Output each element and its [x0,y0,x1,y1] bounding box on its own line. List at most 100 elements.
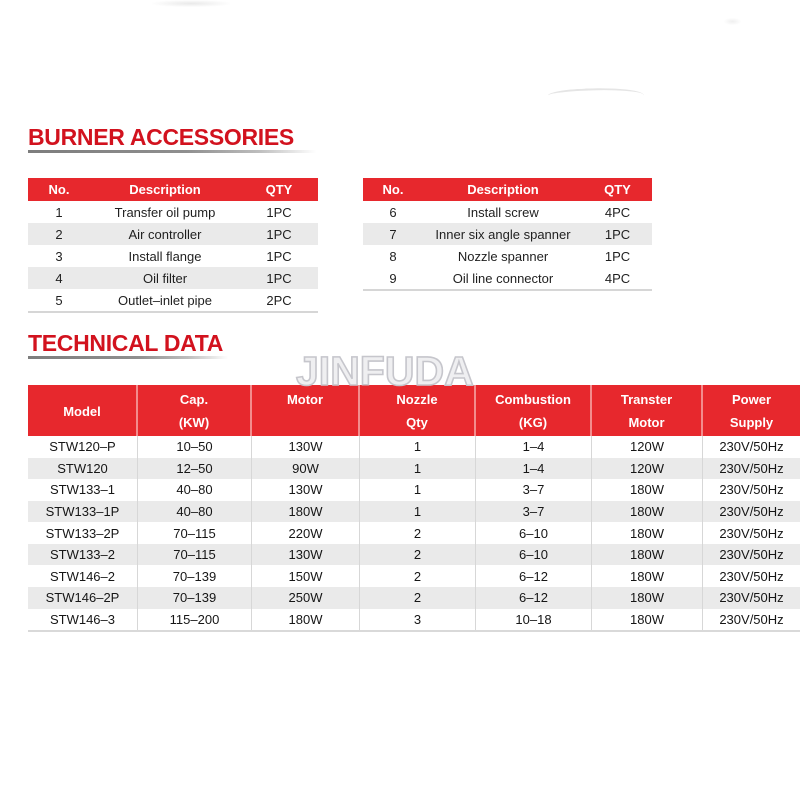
table-row: 4 Oil filter 1PC [28,267,318,289]
header-line1: Transter [620,392,673,407]
header-line1: Motor [286,392,324,407]
technical-header-cell: Motor [252,385,360,436]
technical-cell: 230V/50Hz [719,547,784,563]
accessories-cell: Install screw [467,204,539,220]
technical-cell: STW133–2 [28,543,138,566]
header-line1: Nozzle [396,392,438,407]
technical-cell: 230V/50Hz [719,482,784,498]
technical-data-title: TECHNICAL DATA [28,330,224,356]
accessories-cell: 5 [55,292,63,308]
accessories-cell: 2 [55,226,63,242]
accessories-cell: 3 [55,248,63,264]
technical-cell: 130W [252,436,360,458]
technical-cell: 120W [592,436,703,458]
technical-cell: 6–10 [476,543,592,566]
technical-cell: STW146–3 [28,608,138,631]
table-row: STW133–2 70–115 130W 2 6–10 180W 230V/50Hz [28,543,800,566]
accessories-header-cell: Description [129,182,201,197]
technical-cell: 180W [592,479,703,501]
header-line1: Power [731,392,771,407]
technical-cell: 2 [360,522,476,544]
technical-cell: 1 [360,500,476,523]
accessories-cell: Inner six angle spanner [435,226,571,242]
table-row: STW120–P 10–50 130W 1 1–4 120W 230V/50Hz [28,436,800,458]
table-bottom-border [28,311,318,313]
technical-cell: 230V/50Hz [719,568,784,584]
technical-cell: 1–4 [476,436,592,458]
accessories-cell: 1 [55,204,63,220]
technical-cell: STW133–1P [28,500,138,523]
header-line1: Cap. [179,392,209,407]
accessories-cell: 4 [55,270,63,286]
technical-cell: 70–139 [138,586,252,609]
technical-cell: 3–7 [476,479,592,501]
technical-cell: 70–115 [138,522,252,544]
header-line2: (KG) [518,415,548,430]
technical-cell: 250W [252,586,360,609]
technical-cell: STW146–2P [28,586,138,609]
table-row: STW146–3 115–200 180W 3 10–18 180W 230V/50Hz [28,608,800,631]
accessories-cell: Air controller [128,226,202,242]
technical-header-cell: Combustion (KG) [476,385,592,436]
header-line2: Qty [406,415,428,430]
table-row: STW133–1 40–80 130W 1 3–7 180W 230V/50Hz [28,479,800,501]
accessories-header-row: No. Description QTY [363,178,652,201]
header-line2: Supply [729,415,774,430]
accessories-header-cell: No. [48,182,70,197]
header-line1: Model [63,403,101,419]
technical-cell: STW120–P [28,436,138,458]
header-line2: Motor [628,415,665,430]
technical-cell: 230V/50Hz [719,525,784,541]
technical-table-body: STW120–P 10–50 130W 1 1–4 120W 230V/50Hz STW120… [28,436,800,632]
technical-cell: 1–4 [476,457,592,480]
header-line1: Combustion [495,392,571,407]
technical-cell: 230V/50Hz [719,503,784,519]
burner-accessories-title: BURNER ACCESSORIES [28,124,294,150]
technical-cell: 2 [360,586,476,609]
technical-cell: STW133–1 [28,479,138,501]
table-row: 1 Transfer oil pump 1PC [28,201,318,223]
accessories-table-left: No. Description QTY 1 Transfer oil pump 1PC 2 A… [28,178,318,313]
technical-cell: 2 [360,565,476,587]
table-row: STW146–2P 70–139 250W 2 6–12 180W 230V/50Hz [28,586,800,609]
technical-data-table: Model Cap. (KW) Motor Nozzle Qty Combustion (KG… [28,385,800,632]
technical-cell: 1 [360,436,476,458]
technical-cell: 180W [252,608,360,631]
technical-cell: 180W [592,565,703,587]
table-row: STW133–1P 40–80 180W 1 3–7 180W 230V/50Hz [28,500,800,523]
technical-cell: 180W [592,522,703,544]
technical-cell: 70–139 [138,565,252,587]
accessories-cell: 7 [389,226,397,242]
table-row: 9 Oil line connector 4PC [363,267,652,289]
accessories-header-cell: QTY [265,182,293,197]
accessories-cell: 4PC [604,204,631,220]
technical-cell: 6–10 [476,522,592,544]
technical-cell: 230V/50Hz [719,460,784,476]
accessories-cell: Oil filter [142,270,188,286]
burner-title-underline [28,150,316,153]
accessories-cell: 6 [389,204,397,220]
technical-cell: STW133–2P [28,522,138,544]
accessories-cell: Oil line connector [452,270,554,286]
accessories-cell: Transfer oil pump [114,204,216,220]
technical-cell: 2 [360,543,476,566]
technical-cell: 115–200 [138,608,252,631]
table-row: 3 Install flange 1PC [28,245,318,267]
accessories-cell: 9 [389,270,397,286]
table-row: STW133–2P 70–115 220W 2 6–10 180W 230V/50Hz [28,522,800,544]
table-row: 6 Install screw 4PC [363,201,652,223]
technical-cell: 180W [592,543,703,566]
technical-cell: 1 [360,457,476,480]
technical-cell: 230V/50Hz [719,590,784,606]
technical-cell: 120W [592,457,703,480]
accessories-header-cell: No. [382,182,404,197]
technical-cell: 10–18 [476,608,592,631]
table-row: 8 Nozzle spanner 1PC [363,245,652,267]
technical-cell: 130W [252,543,360,566]
technical-cell: 130W [252,479,360,501]
table-row: 5 Outlet–inlet pipe 2PC [28,289,318,311]
accessories-table-right: No. Description QTY 6 Install screw 4PC 7 Inner… [363,178,652,291]
technical-cell: 6–12 [476,565,592,587]
accessories-cell: 1PC [604,226,631,242]
technical-cell: 3–7 [476,500,592,523]
